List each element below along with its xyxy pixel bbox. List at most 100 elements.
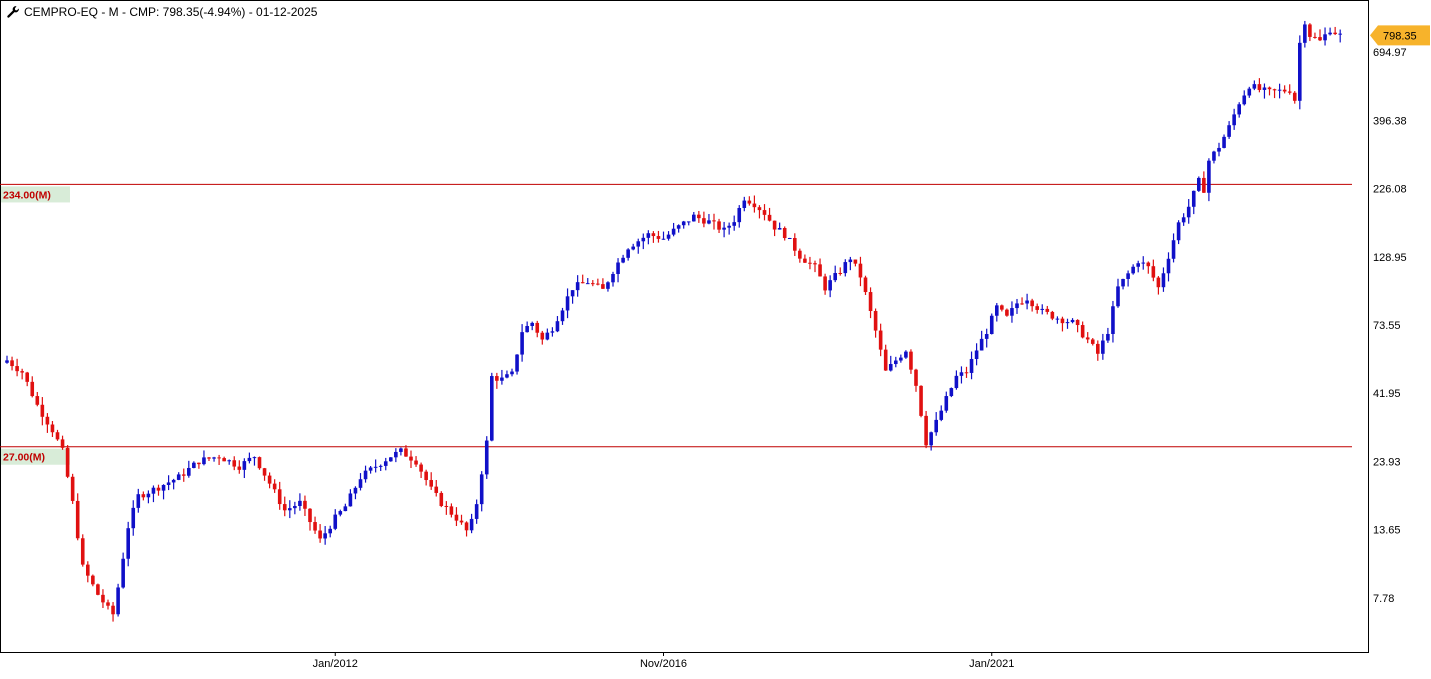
candle-body (520, 332, 524, 355)
candle (1292, 91, 1297, 104)
candle-body (939, 410, 944, 420)
candle (55, 429, 60, 441)
candle-body (1111, 306, 1115, 334)
candle-body (1303, 24, 1307, 43)
candle (747, 196, 752, 206)
candle-body (1262, 87, 1267, 90)
candle-body (232, 460, 237, 467)
candle-body (293, 505, 297, 509)
candle-body (348, 493, 353, 507)
candle-body (1010, 308, 1014, 316)
candle-body (217, 457, 221, 459)
candle (651, 231, 656, 243)
candle (954, 370, 959, 390)
candle-body (904, 351, 908, 358)
candle-body (1323, 34, 1327, 41)
candle-body (752, 203, 757, 208)
candle (868, 287, 873, 319)
last-price-label: 798.35 (1383, 30, 1417, 42)
candle-body (914, 369, 918, 386)
candle-body (1313, 36, 1317, 38)
candle (520, 324, 524, 362)
candle (1237, 102, 1241, 118)
candle (156, 484, 161, 496)
candle-body (1267, 87, 1272, 90)
chart-frame (0, 0, 1369, 653)
candle-body (469, 518, 474, 531)
candle-body (136, 494, 141, 508)
candle (636, 238, 641, 254)
candle (30, 376, 35, 398)
price-axis[interactable]: 694.97 396.38 226.08 128.95 73.55 41.95 23.93 1… (1373, 47, 1407, 605)
candle (1197, 176, 1201, 192)
candle (1217, 142, 1221, 157)
candle-body (591, 283, 595, 285)
candle (383, 457, 388, 471)
candle (803, 254, 807, 263)
candle (1282, 85, 1287, 94)
wrench-icon[interactable] (6, 5, 20, 19)
candle-body (798, 250, 802, 259)
candle-body (656, 236, 661, 239)
candle-body (65, 447, 70, 477)
candle (601, 278, 605, 289)
candle-body (1247, 88, 1252, 96)
candle-body (1005, 309, 1009, 316)
candle-body (843, 262, 848, 274)
candle (570, 290, 575, 304)
candle (1096, 340, 1100, 361)
candle-body (419, 464, 423, 472)
price-tick-label: 13.65 (1373, 525, 1401, 537)
candle (1121, 278, 1125, 290)
candle-body (429, 480, 433, 487)
candle-body (676, 225, 681, 229)
candle-body (237, 466, 242, 470)
candle (616, 258, 620, 283)
candle (899, 354, 903, 363)
candle (106, 599, 110, 610)
candle-body (686, 221, 691, 223)
candle (1298, 35, 1302, 110)
candle (782, 226, 787, 241)
candle (368, 466, 373, 474)
candle (580, 274, 585, 284)
candle (479, 471, 484, 512)
candle-body (606, 282, 610, 289)
candle-body (727, 225, 731, 228)
candle (697, 210, 701, 223)
candle (1101, 333, 1105, 360)
candle (934, 412, 938, 436)
candle-body (1141, 262, 1146, 264)
candle (1106, 327, 1110, 343)
candle (222, 456, 226, 462)
time-axis[interactable]: Jan/2012 Nov/2016 Jan/2021 (313, 652, 1015, 670)
candle-body (853, 259, 858, 264)
candle (394, 448, 398, 463)
candle-body (333, 514, 338, 529)
candle (666, 231, 671, 241)
candle-body (1298, 42, 1302, 101)
candle-body (964, 372, 969, 374)
candle-body (611, 273, 615, 283)
candle-body (50, 424, 55, 433)
candle (1116, 278, 1120, 308)
candle-body (353, 487, 358, 494)
candle (676, 224, 681, 233)
candle-body (838, 273, 843, 275)
candle-body (833, 273, 837, 281)
candle (1323, 27, 1327, 46)
candle (611, 271, 615, 287)
candle (808, 256, 812, 270)
candle-body (1136, 263, 1140, 267)
candle-body (1121, 278, 1125, 287)
candle-body (1186, 206, 1191, 218)
candle (257, 456, 262, 470)
candle-body (10, 360, 14, 367)
candle-body (995, 305, 999, 316)
candle (1040, 304, 1045, 315)
candle (35, 391, 40, 407)
candle (121, 552, 125, 589)
candle-body (863, 277, 868, 293)
